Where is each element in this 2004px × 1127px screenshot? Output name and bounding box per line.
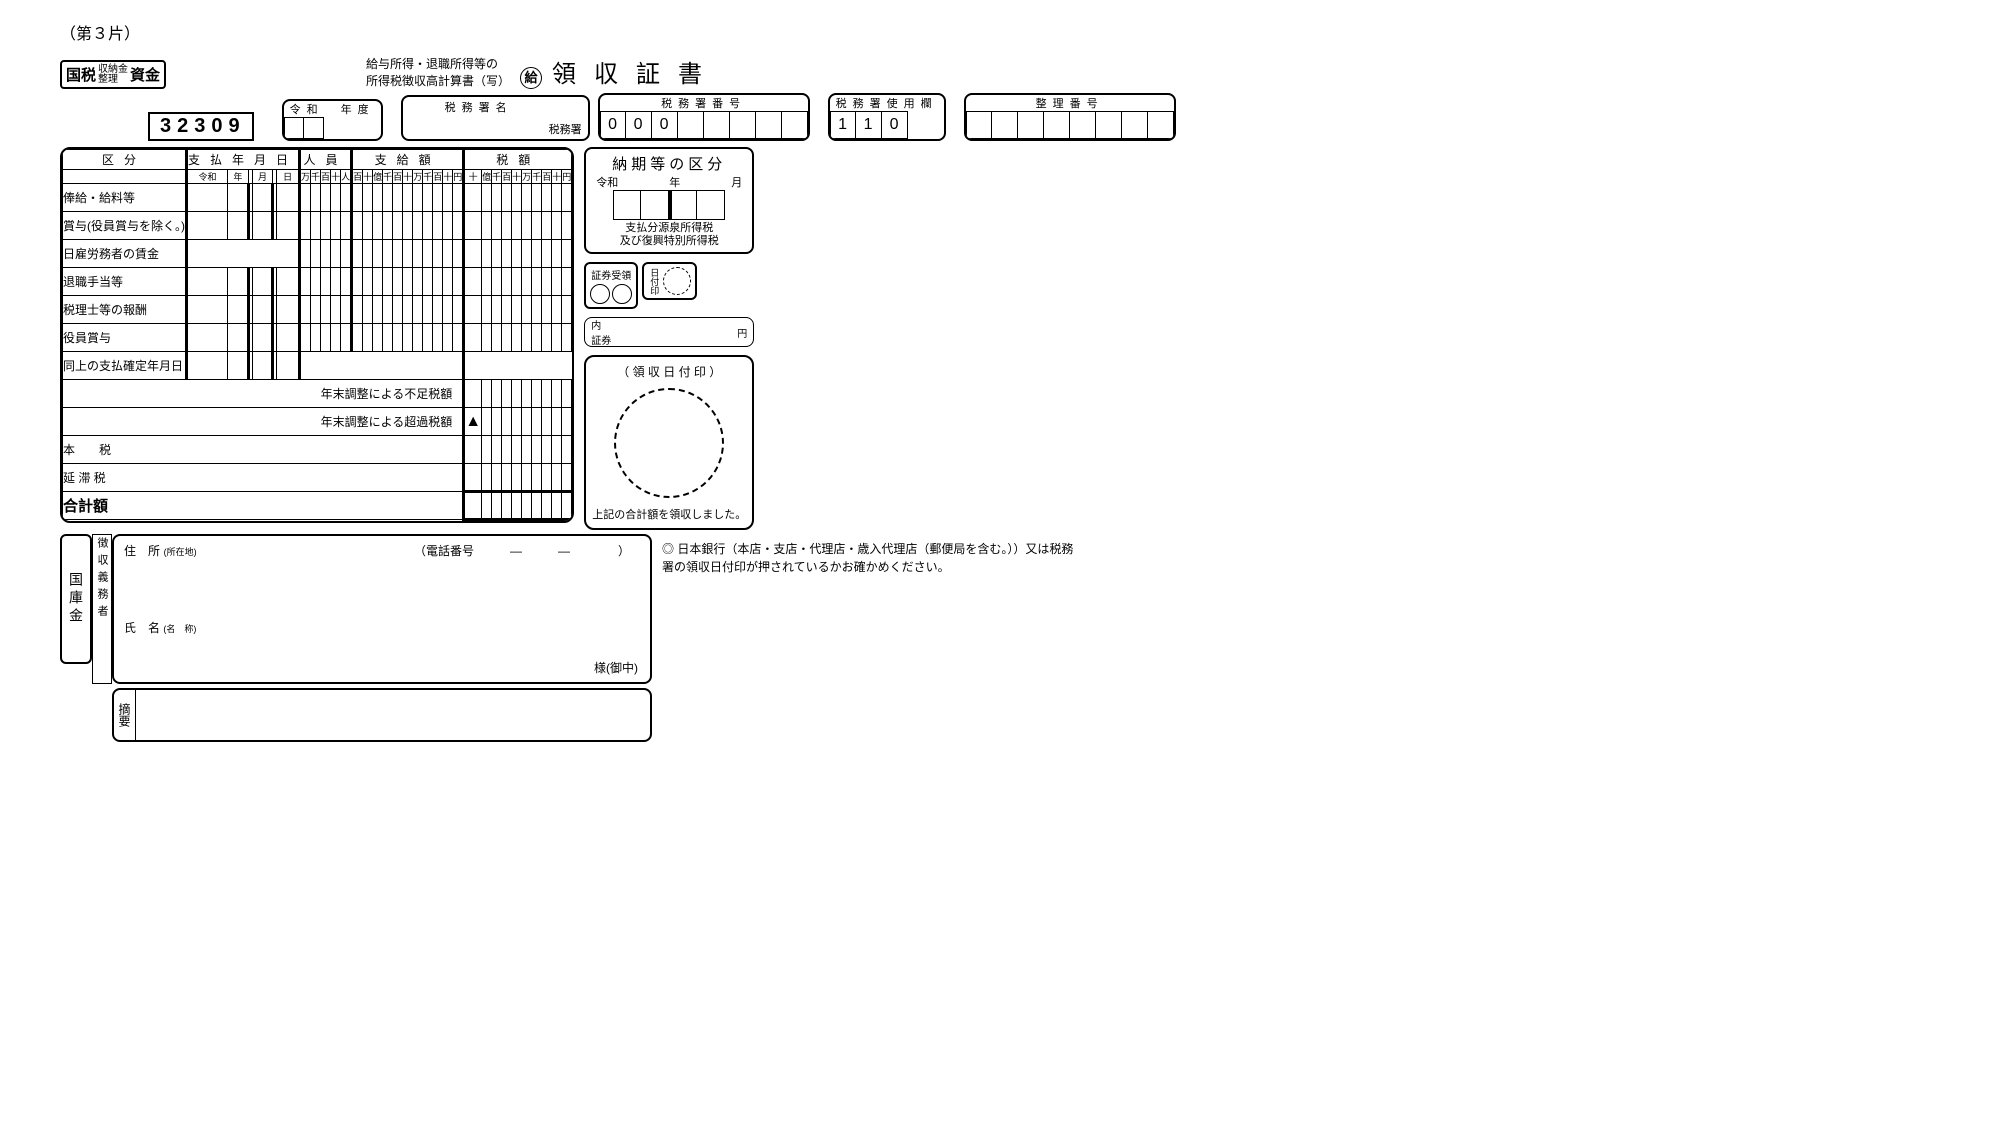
form-code: 32309 bbox=[148, 112, 254, 141]
office-suffix: 税務署 bbox=[549, 121, 582, 137]
tekiyo-label: 摘要 bbox=[114, 690, 136, 740]
payer-addr-sub: (所在地) bbox=[164, 547, 197, 557]
era-year-block: 令和 年度 bbox=[282, 99, 383, 141]
maru-kyu-icon: 給 bbox=[520, 67, 542, 89]
nouki-note1: 支払分源泉所得税 bbox=[625, 222, 713, 234]
payer-addr-label: 住 所 bbox=[124, 544, 160, 558]
uchi-shoken-box: 内 証券 円 bbox=[584, 317, 754, 347]
tekiyo-box: 摘要 bbox=[112, 688, 652, 742]
kokuzei-sb: 整理 bbox=[98, 75, 128, 85]
date-stamp-small: 日付印 bbox=[642, 262, 697, 300]
nouki-kubun-box: 納期等の区分 令和 年 月 支払分源泉所得税及び復興特別所得税 bbox=[584, 147, 754, 254]
uchi-left: 内 証券 bbox=[591, 317, 611, 347]
payer-box: 住 所 (所在地) （電話番号 — — ） 氏 名 (名 称) 様(御中) bbox=[112, 534, 652, 684]
payer-name-sub: (名 称) bbox=[163, 624, 196, 634]
office-label: 税務署名 bbox=[439, 99, 519, 115]
stamp1-label: 証券受領 bbox=[591, 267, 631, 282]
tax-office-name-block: 税務署名 税務署 bbox=[401, 95, 590, 141]
receipt-title: 領収証書 bbox=[552, 54, 720, 89]
nouki-title: 納期等の区分 bbox=[590, 153, 748, 174]
slip-number: （第３片） bbox=[60, 20, 1360, 44]
seiri-number-block: 整理番号 bbox=[964, 93, 1176, 141]
date-stamp-foot: 上記の合計額を領収しました。 bbox=[592, 506, 746, 522]
stamp-row: 証券受領 日付印 bbox=[584, 262, 754, 309]
kokuzei-l: 国税 bbox=[66, 64, 96, 85]
main-grid-wrap: 区分支払年月日人員支給額税額令和年月日万千百十人百十億千百十万千百十円十億千百十… bbox=[60, 147, 574, 523]
nouki-era: 令和 bbox=[596, 174, 618, 190]
office-use-block: 税務署使用欄 110 bbox=[828, 93, 946, 141]
nouki-year: 年 bbox=[669, 174, 680, 190]
office-num-label: 税務署番号 bbox=[600, 95, 808, 111]
seiri-label: 整理番号 bbox=[966, 95, 1174, 111]
era-label: 令和 年度 bbox=[284, 101, 381, 117]
nouki-note2: 及び復興特別所得税 bbox=[620, 235, 719, 247]
shoken-juryo-stamp: 証券受領 bbox=[584, 262, 638, 309]
receipt-date-stamp-box: （ 領 収 日 付 印 ） 上記の合計額を領収しました。 bbox=[584, 355, 754, 530]
tax-office-number-block: 税務署番号 000 bbox=[598, 93, 810, 141]
payer-tel: （電話番号 — — ） bbox=[414, 542, 630, 559]
date-stamp-title: （ 領 収 日 付 印 ） bbox=[592, 363, 746, 380]
nouki-month: 月 bbox=[731, 174, 742, 190]
kokuzei-shikin-box: 国税 収納金 整理 資金 bbox=[60, 60, 166, 89]
payer-name-label: 氏 名 bbox=[124, 621, 160, 635]
main-grid: 区分支払年月日人員支給額税額令和年月日万千百十人百十億千百十万千百十円十億千百十… bbox=[62, 149, 572, 521]
choshu-gimusha-label: 徴収義務者 bbox=[92, 534, 112, 684]
uchi-right: 円 bbox=[737, 325, 747, 340]
use-label: 税務署使用欄 bbox=[830, 95, 944, 111]
sub-caption: 給与所得・退職所得等の 所得税徴収高計算書（写） bbox=[366, 55, 510, 89]
kokuzei-r: 資金 bbox=[130, 64, 160, 85]
kokuzei-st: 収納金 bbox=[98, 65, 128, 75]
kokkokin-label: 国庫金 bbox=[60, 534, 92, 664]
payer-sama: 様(御中) bbox=[594, 659, 638, 676]
footnote: ◎ 日本銀行（本店・支店・代理店・歳入代理店（郵便局を含む。））又は税務署の領収… bbox=[662, 540, 1082, 576]
date-stamp-ring-icon bbox=[614, 388, 724, 498]
